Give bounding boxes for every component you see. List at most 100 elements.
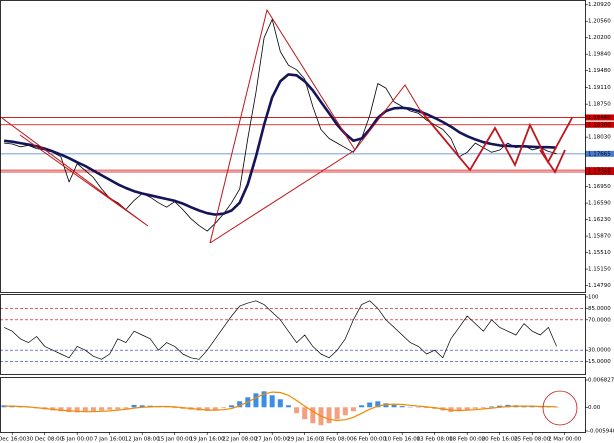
histogram-bar xyxy=(212,407,218,410)
x-tick-label: 25 Feb 08:00 xyxy=(514,437,551,443)
histogram-bar xyxy=(269,395,275,408)
histogram-bar xyxy=(66,407,72,413)
histogram-bar xyxy=(229,405,235,408)
macd-frame xyxy=(0,377,586,433)
x-tick-label: 15 Jan 00:00 xyxy=(157,437,192,443)
y-tick-label: 1.16950 xyxy=(588,184,611,190)
histogram-bar xyxy=(391,404,397,408)
x-tick-label: 20 Feb 16:00 xyxy=(482,437,519,443)
histogram-bar xyxy=(204,407,210,411)
trend-triangle xyxy=(1,117,149,227)
histogram-bar xyxy=(326,407,332,424)
y-tick-label: 1.18030 xyxy=(588,135,611,141)
y-tick-label: 30.0000 xyxy=(588,348,611,354)
drawings xyxy=(1,8,578,426)
histogram-bar xyxy=(220,407,226,409)
x-tick-label: 12 Jan 08:00 xyxy=(125,437,160,443)
x-tick-label: 7 Jan 16:00 xyxy=(94,437,126,443)
histogram-bar xyxy=(123,407,129,409)
histogram-bar xyxy=(82,407,88,413)
histogram-bar xyxy=(237,401,243,408)
x-tick-label: 5 Jan 00:00 xyxy=(62,437,94,443)
arrow xyxy=(539,149,566,174)
y-tick-label: 1.14790 xyxy=(588,283,611,289)
y-tick-label: 1.18750 xyxy=(588,102,611,108)
y-tick-label: 1.20560 xyxy=(588,19,611,25)
x-tick-label: 29 Jan 16:00 xyxy=(287,437,322,443)
x-tick-label: Dec 16:00 xyxy=(0,437,27,443)
level-label: 1.18460 xyxy=(588,115,611,121)
level-label-bg xyxy=(585,114,614,121)
series-line xyxy=(4,391,557,422)
trend-triangle xyxy=(209,8,356,244)
y-tick-label: 1.19110 xyxy=(588,85,611,91)
y-tick-label: 1.15510 xyxy=(588,250,611,256)
histogram-bar xyxy=(172,407,178,409)
highlight-circle xyxy=(542,390,578,426)
histogram-bar xyxy=(310,407,316,424)
level-label: 1.18300 xyxy=(588,122,611,128)
x-tick-label: 6 Feb 00:00 xyxy=(353,437,386,443)
y-tick-label: 100 xyxy=(588,295,599,301)
x-tick-label: 2 Mar 00:00 xyxy=(548,437,582,443)
series-line xyxy=(3,73,557,216)
histogram-bar xyxy=(489,406,495,408)
y-tick-label: 1.19480 xyxy=(588,68,611,74)
x-tick-label: 19 Jan 16:00 xyxy=(190,437,225,443)
level-label-bg xyxy=(585,150,614,157)
histogram-bar xyxy=(375,401,381,408)
y-tick-label: 1.16230 xyxy=(588,217,611,223)
histogram-bar xyxy=(139,405,145,408)
y-tick-label: -0.005940 xyxy=(588,429,614,435)
x-tick-label: 10 Feb 16:00 xyxy=(384,437,421,443)
x-tick-label: 13 Feb 08:00 xyxy=(417,437,454,443)
osc-frame xyxy=(0,294,586,375)
y-tick-label: 1.15870 xyxy=(588,234,611,240)
level-label-bg xyxy=(585,121,614,128)
histogram-bar xyxy=(285,405,291,408)
histogram-bar xyxy=(367,402,373,408)
histogram-bar xyxy=(464,407,470,410)
y-tick-label: 1.15150 xyxy=(588,267,611,273)
histogram-bar xyxy=(399,406,405,408)
histogram-bar xyxy=(58,407,64,412)
x-tick-label: 27 Jan 00:00 xyxy=(255,437,290,443)
y-tick-label: 70.0000 xyxy=(588,317,611,323)
histogram-bar xyxy=(497,405,503,408)
y-tick-label: 1.19840 xyxy=(588,52,611,58)
histogram-bar xyxy=(424,407,430,409)
level-label-bg xyxy=(585,169,614,176)
x-tick-label: 3 Feb 08:00 xyxy=(321,437,354,443)
histogram-bar xyxy=(74,407,80,413)
histogram-bar xyxy=(456,407,462,412)
y-tick-label: 1.20920 xyxy=(588,2,611,8)
series-line xyxy=(4,19,557,232)
histogram-bar xyxy=(115,407,121,410)
histogram-bar xyxy=(302,407,308,420)
histogram-bar xyxy=(383,403,389,408)
y-tick-label: 1.20200 xyxy=(588,35,611,41)
y-tick-label: 15.0000 xyxy=(588,359,611,365)
histogram-bar xyxy=(99,407,105,411)
x-tick-label: 30 Dec 08:00 xyxy=(26,437,63,443)
level-label: 1.17269 xyxy=(588,170,611,176)
y-tick-label: 0.0068278 xyxy=(588,378,614,384)
panel-frames xyxy=(0,0,586,433)
trend-line xyxy=(354,84,421,151)
main-frame xyxy=(0,0,586,293)
histogram-bar xyxy=(277,399,283,408)
histogram-bar xyxy=(350,407,356,412)
x-tick-label: 22 Jan 08:00 xyxy=(222,437,257,443)
x-tick-label: 18 Feb 00:00 xyxy=(449,437,486,443)
histogram-bar xyxy=(1,405,7,408)
histogram-bar xyxy=(90,407,96,412)
y-tick-label: 0.00 xyxy=(588,405,601,411)
level-label: 1.17665 xyxy=(588,151,611,157)
series-line xyxy=(3,300,557,360)
histogram-bar xyxy=(131,404,137,408)
histogram-bar xyxy=(472,407,478,409)
histogram-bar xyxy=(359,405,365,408)
